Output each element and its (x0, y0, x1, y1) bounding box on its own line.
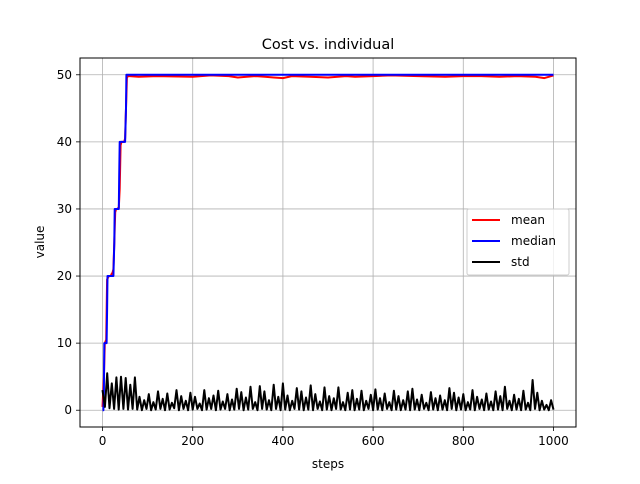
x-tick-label: 0 (99, 434, 107, 448)
plot-area (101, 73, 555, 412)
y-tick-label: 30 (57, 202, 72, 216)
series-line-std (101, 372, 555, 412)
series-layer (101, 73, 555, 412)
x-tick-label: 800 (452, 434, 475, 448)
y-tick-label: 0 (64, 403, 72, 417)
legend-label-median: median (511, 234, 556, 248)
y-tick-label: 20 (57, 269, 72, 283)
y-tick-label: 50 (57, 68, 72, 82)
x-tick-label: 600 (362, 434, 385, 448)
x-tick-label: 400 (271, 434, 294, 448)
y-tick-label: 40 (57, 135, 72, 149)
series-line-median (102, 73, 554, 412)
y-tick-label: 10 (57, 336, 72, 350)
y-axis-ticks: 0 10 20 30 40 50 (57, 68, 80, 417)
x-tick-label: 200 (181, 434, 204, 448)
legend-box (466, 208, 570, 276)
legend: mean median std (466, 208, 570, 276)
plot-frame (79, 57, 577, 428)
legend-label-mean: mean (511, 213, 545, 227)
x-axis-ticks: 0 200 400 600 800 1000 (99, 427, 569, 448)
x-tick-label: 1000 (538, 434, 569, 448)
y-axis-label: value (33, 226, 47, 259)
chart-title: Cost vs. individual (262, 37, 395, 53)
x-axis-label: steps (312, 457, 344, 471)
legend-label-std: std (511, 255, 530, 269)
